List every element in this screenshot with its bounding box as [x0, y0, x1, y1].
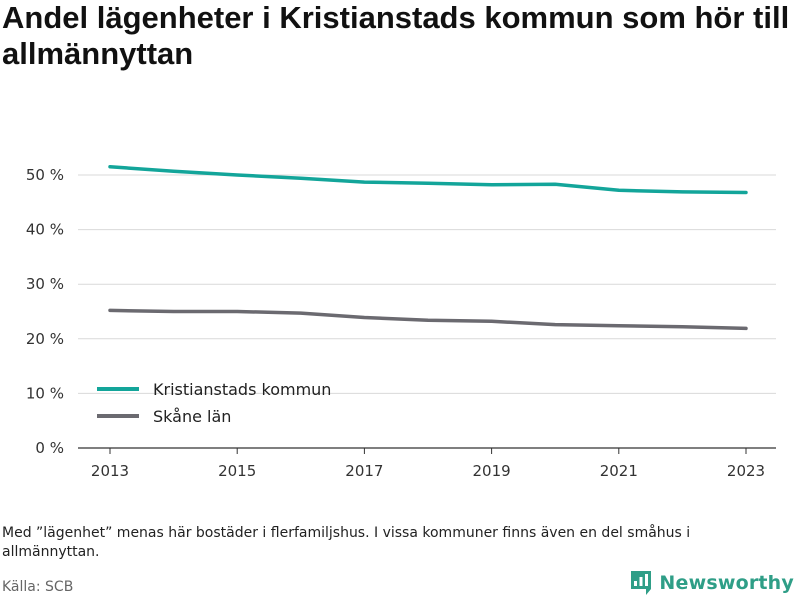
x-tick-label: 2021: [600, 462, 638, 480]
x-axis: 2013 2015 2017 2019 2021 2023: [78, 447, 776, 480]
legend-label: Skåne län: [153, 407, 231, 426]
y-tick-label: 10 %: [26, 384, 64, 402]
line-chart: 0 % 10 % 20 % 30 % 40 % 50 % 2013 2015 2017 2019…: [26, 165, 776, 480]
y-axis: 0 % 10 % 20 % 30 % 40 % 50 %: [26, 166, 64, 457]
series-line-0: [108, 165, 748, 195]
x-tick-label: 2023: [727, 462, 765, 480]
y-tick-label: 0 %: [35, 439, 64, 457]
series-line-1: [108, 308, 748, 331]
legend-label: Kristianstads kommun: [153, 380, 331, 399]
y-tick-label: 40 %: [26, 221, 64, 239]
y-tick-label: 30 %: [26, 275, 64, 293]
x-tick-label: 2015: [218, 462, 256, 480]
chart-title: Andel lägenheter i Kristianstads kommun …: [2, 0, 790, 71]
series-lines: [108, 165, 748, 331]
y-tick-label: 20 %: [26, 330, 64, 348]
brand-logo[interactable]: Newsworthy: [630, 568, 794, 598]
footnote: Med ”lägenhet” menas här bostäder i fler…: [2, 525, 691, 560]
newsworthy-logo-icon: [631, 571, 652, 595]
brand-name: Newsworthy: [659, 572, 794, 594]
legend: Kristianstads kommun Skåne län: [97, 380, 331, 426]
grid-lines: [78, 174, 776, 394]
x-tick-label: 2013: [91, 462, 129, 480]
x-tick-label: 2019: [473, 462, 511, 480]
y-tick-label: 50 %: [26, 166, 64, 184]
x-tick-label: 2017: [345, 462, 383, 480]
source-credit: Källa: SCB: [2, 579, 74, 595]
